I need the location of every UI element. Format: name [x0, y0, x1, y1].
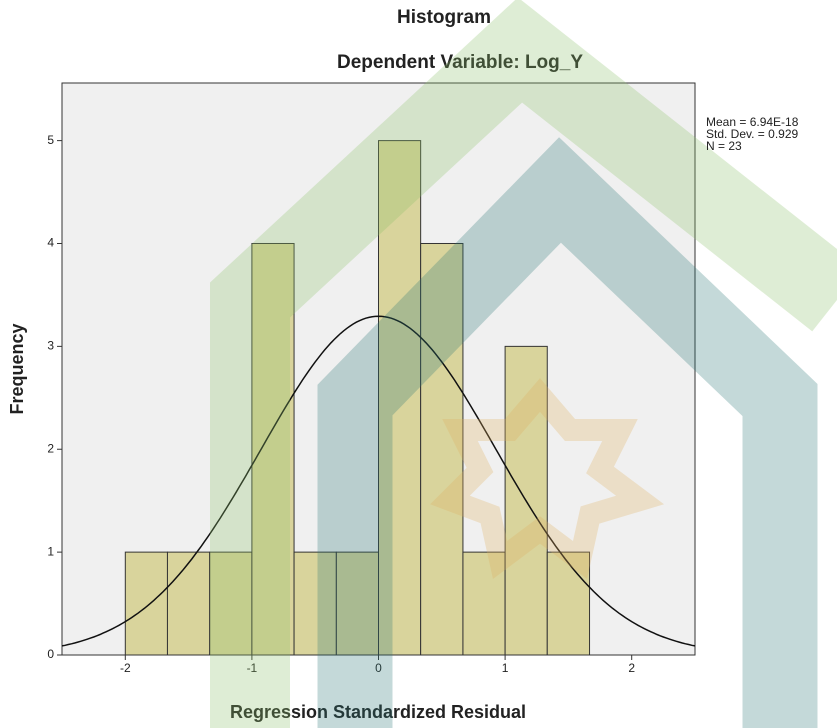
chart-subtitle: Dependent Variable: Log_Y	[337, 52, 583, 73]
bar	[167, 552, 209, 655]
bar	[379, 141, 421, 655]
chart-title: Histogram	[397, 7, 491, 28]
x-tick-label: -1	[247, 661, 258, 675]
y-tick-label: 3	[47, 339, 54, 353]
y-tick-label: 2	[47, 441, 54, 455]
stats-label: N = 23	[706, 139, 742, 153]
y-tick-label: 4	[47, 236, 54, 250]
y-tick-label: 0	[47, 647, 54, 661]
x-tick-label: 0	[375, 661, 382, 675]
bar	[547, 552, 589, 655]
bar	[210, 552, 252, 655]
bar	[125, 552, 167, 655]
bar	[252, 243, 294, 655]
x-tick-label: 2	[628, 661, 635, 675]
bar	[336, 552, 378, 655]
y-tick-label: 1	[47, 544, 54, 558]
bar	[463, 552, 505, 655]
x-tick-label: -2	[120, 661, 131, 675]
x-tick-label: 1	[502, 661, 509, 675]
x-axis-label: Regression Standardized Residual	[230, 702, 526, 722]
y-axis-label: Frequency	[7, 323, 27, 414]
bar	[421, 243, 463, 655]
bar	[294, 552, 336, 655]
chart: Histogram Dependent Variable: Log_Y Regr…	[0, 0, 837, 728]
y-tick-label: 5	[47, 133, 54, 147]
